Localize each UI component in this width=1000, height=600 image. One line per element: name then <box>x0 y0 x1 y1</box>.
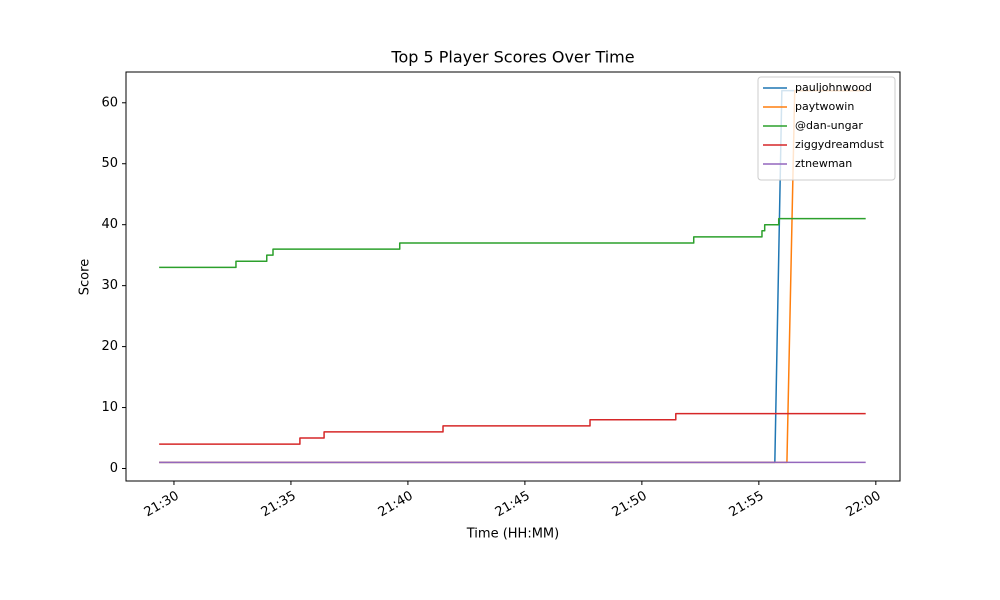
y-tick-label: 10 <box>101 400 118 415</box>
legend-label: ztnewman <box>795 157 852 170</box>
legend: pauljohnwood paytwowin @dan-ungar ziggydrea… <box>757 76 896 181</box>
y-tick-label: 60 <box>101 95 118 110</box>
legend-label: ziggydreamdust <box>795 138 884 151</box>
x-axis-label: Time (HH:MM) <box>466 527 559 542</box>
series-line <box>159 412 866 445</box>
y-tick-label: 30 <box>101 278 118 293</box>
series-line <box>159 217 866 269</box>
plot-frame <box>125 71 901 482</box>
y-tick-label: 0 <box>110 461 118 476</box>
y-axis-label: Score <box>78 259 93 295</box>
legend-box <box>757 76 896 181</box>
legend-label: pauljohnwood <box>795 81 872 94</box>
legend-label: paytwowin <box>795 100 854 113</box>
chart-title: Top 5 Player Scores Over Time <box>390 48 634 67</box>
y-tick-label: 20 <box>101 339 118 354</box>
y-tick-label: 40 <box>101 217 118 232</box>
y-tick-label: 50 <box>101 156 118 171</box>
legend-label: @dan-ungar <box>795 119 863 132</box>
